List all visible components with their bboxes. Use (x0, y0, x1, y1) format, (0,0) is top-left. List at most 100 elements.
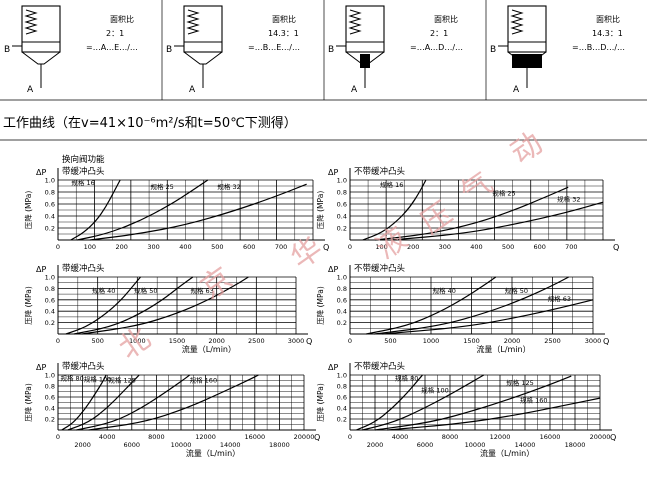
x-tick-label: 20000 (294, 433, 315, 441)
x-tick-label: 8000 (442, 433, 459, 441)
series-label: 规格 100 (421, 386, 448, 395)
spring-icon (348, 9, 362, 35)
x-tick-label: 0 (348, 337, 352, 345)
y-axis-symbol: ΔP (36, 363, 46, 372)
y-tick-label: 0.4 (45, 405, 55, 413)
x-tick-label: 0 (348, 243, 352, 251)
valve-symbol-1: B A 面积比 2：1 =…A…E…/… (4, 5, 138, 95)
watermark-char: 华 (285, 231, 330, 277)
port-b-label: B (328, 45, 334, 55)
x-tick-label: 1500 (169, 337, 186, 345)
y-tick-label: 0.6 (337, 201, 347, 209)
series-label: 规格 50 (505, 286, 528, 295)
y-axis-symbol: ΔP (328, 363, 338, 372)
y-tick-label: 0.6 (337, 296, 347, 304)
x-tick-label: 0 (56, 433, 60, 441)
y-tick-label: 0.6 (45, 394, 55, 402)
port-b-label: B (166, 45, 172, 55)
series-line (61, 374, 107, 431)
valve-symbol-4: B A 面积比 14.3：1 =…B…D…/… (485, 0, 625, 100)
x-tick-label: 100 (84, 243, 96, 251)
area-ratio-value: 2：1 (106, 29, 124, 38)
x-tick-label: 2000 (504, 337, 521, 345)
y-axis-symbol: ΔP (328, 265, 338, 274)
series-line (73, 276, 194, 335)
chart-subtitle: 不带缓冲凸头 (354, 166, 406, 177)
x-axis-symbol: Q (603, 337, 609, 346)
series-line (76, 374, 190, 431)
x-axis-label: 流量（L/min） (476, 344, 530, 354)
y-tick-label: 0.8 (337, 285, 347, 293)
chart-subtitle: 带缓冲凸头 (62, 263, 105, 274)
y-axis-label: 压降 (MPa) (315, 383, 325, 422)
series-line (362, 179, 427, 241)
x-tick-label: 14000 (515, 441, 536, 449)
series-line (387, 397, 601, 431)
x-tick-label: 2000 (74, 441, 91, 449)
x-tick-label: 16000 (540, 433, 561, 441)
x-tick-label: 600 (243, 243, 255, 251)
x-tick-label: 300 (147, 243, 159, 251)
series-label: 规格 160 (190, 376, 217, 385)
working-curves: 0.2 0.4 0.6 0.8 1.0 0 100 200 300 400 500 600 700 ΔP Q… (23, 154, 619, 458)
series-label: 规格 25 (492, 189, 515, 198)
x-tick-label: 0 (56, 243, 60, 251)
x-tick-label: 12000 (195, 433, 216, 441)
series-label: 规格 40 (92, 286, 115, 295)
y-axis-label: 压降 (MPa) (23, 191, 33, 230)
x-axis-label: 流量（L/min） (480, 448, 534, 458)
x-tick-label: 18000 (269, 441, 290, 449)
area-ratio-value: 14.3：1 (268, 29, 299, 38)
y-tick-label: 1.0 (337, 372, 347, 380)
x-tick-label: 400 (179, 243, 191, 251)
series-label: 规格 100 (84, 375, 111, 384)
series-label: 规格 16 (71, 178, 94, 187)
x-tick-label: 6000 (417, 441, 434, 449)
chart-subtitle: 不带缓冲凸头 (354, 361, 406, 372)
valve-body (183, 5, 223, 53)
x-tick-label: 500 (91, 337, 103, 345)
x-axis-symbol: Q (314, 433, 320, 442)
x-tick-label: 3000 (288, 337, 305, 345)
x-tick-label: 1000 (423, 337, 440, 345)
chart-middle-left: 0.2 0.4 0.6 0.8 1.0 0 500 1000 1500 2000 2500 3000 Δ… (23, 263, 312, 354)
x-tick-label: 100 (375, 243, 387, 251)
series-line (382, 299, 594, 335)
x-tick-label: 2500 (544, 337, 561, 345)
x-tick-label: 6000 (124, 441, 141, 449)
spring-icon (24, 9, 38, 35)
y-axis-label: 压降 (MPa) (23, 286, 33, 325)
x-tick-label: 0 (56, 337, 60, 345)
x-tick-label: 14000 (220, 441, 241, 449)
x-tick-label: 10000 (465, 441, 486, 449)
x-tick-label: 500 (384, 337, 396, 345)
ordering-code: =…B…E…/… (248, 43, 300, 52)
area-ratio-value: 14.3：1 (592, 29, 623, 38)
port-a-label: A (513, 85, 520, 95)
y-tick-label: 0.2 (45, 416, 55, 424)
series-line (77, 179, 209, 241)
x-tick-label: 2500 (248, 337, 265, 345)
port-b-label: B (4, 45, 10, 55)
x-tick-label: 8000 (148, 433, 165, 441)
series-label: 规格 32 (557, 195, 580, 204)
valve-symbol-3: B A 面积比 2：1 =…A…D…/… (323, 0, 463, 100)
series-label: 规格 32 (217, 182, 240, 191)
spring-icon (510, 9, 524, 35)
ordering-code: =…A…E…/… (86, 43, 138, 52)
ordering-code: =…B…D…/… (572, 43, 625, 52)
y-tick-label: 0.2 (45, 225, 55, 233)
y-tick-label: 0.8 (337, 189, 347, 197)
chart-bottom-right: 0.2 0.4 0.6 0.8 1.0 0 2000 4000 6000 8000 10000 120… (315, 361, 616, 458)
y-axis-label: 压降 (MPa) (315, 286, 325, 325)
ordering-code: =…A…D…/… (410, 43, 463, 52)
series-line (88, 374, 259, 431)
x-tick-label: 500 (211, 243, 223, 251)
x-tick-label: 4000 (392, 433, 409, 441)
series-line (81, 276, 249, 335)
series-label: 规格 63 (190, 286, 213, 295)
y-tick-label: 0.4 (45, 213, 55, 221)
series-label: 规格 63 (548, 294, 571, 303)
y-axis-label: 压降 (MPa) (23, 383, 33, 422)
